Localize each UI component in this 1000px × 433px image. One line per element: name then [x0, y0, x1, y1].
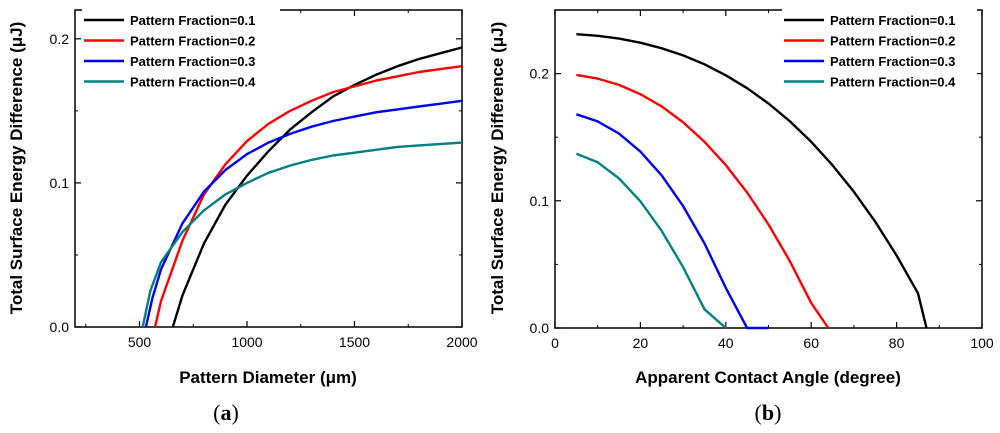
series-lines-b: [575, 33, 928, 330]
x-tick-label: 80: [889, 335, 905, 351]
legend-label-3: Pattern Fraction=0.3: [130, 54, 255, 69]
series-line-1: [171, 46, 463, 328]
ticks-a: 500 1000 1500 2000 0.0 0.1 0.2: [50, 10, 478, 350]
x-tick-label: 500: [128, 334, 152, 350]
legend-b: Pattern Fraction=0.1 Pattern Fraction=0.2…: [782, 6, 977, 94]
chart-panel-a: 500 1000 1500 2000 0.0 0.1 0.2 Pattern Fractio…: [7, 6, 478, 425]
legend-label-1: Pattern Fraction=0.1: [130, 13, 255, 28]
chart-panel-b: 0 20 40 60 80 100 0.0 0.1 0.2 Pattern Fraction=0…: [488, 6, 994, 425]
series-line-3: [576, 113, 769, 330]
panel-label-a: (a): [213, 400, 239, 425]
y-tick-label: 0.0: [50, 319, 70, 335]
y-axis-title-a: Total Surface Energy Difference (μJ): [7, 22, 26, 315]
y-tick-label: 0.1: [530, 193, 550, 209]
x-tick-label: 40: [718, 335, 734, 351]
x-axis-title-a: Pattern Diameter (μm): [179, 368, 357, 387]
legend-a: Pattern Fraction=0.1 Pattern Fraction=0.2…: [82, 6, 280, 94]
y-axis-title-b: Total Surface Energy Difference (μJ): [488, 22, 507, 315]
legend-label-2: Pattern Fraction=0.2: [830, 34, 955, 49]
y-tick-label: 0.1: [50, 175, 70, 191]
legend-label-2: Pattern Fraction=0.2: [130, 34, 255, 49]
series-lines-a: [141, 46, 463, 328]
legend-label-4: Pattern Fraction=0.4: [830, 75, 956, 90]
x-tick-label: 1000: [231, 334, 262, 350]
x-axis-title-b: Apparent Contact Angle (degree): [635, 368, 901, 387]
y-tick-label: 0.2: [530, 66, 550, 82]
legend-label-1: Pattern Fraction=0.1: [830, 13, 955, 28]
series-line-1: [576, 33, 928, 329]
x-tick-label: 2000: [446, 334, 477, 350]
y-tick-label: 0.2: [50, 31, 70, 47]
legend-label-4: Pattern Fraction=0.4: [130, 75, 256, 90]
y-tick-label: 0.0: [530, 320, 550, 336]
x-tick-label: 20: [633, 335, 649, 351]
series-line-2: [153, 65, 463, 328]
panel-label-b: (b): [755, 400, 782, 425]
x-tick-label: 100: [970, 335, 994, 351]
ticks-b: 0 20 40 60 80 100 0.0 0.1 0.2: [530, 10, 994, 351]
x-tick-label: 1500: [339, 334, 370, 350]
series-line-2: [576, 73, 830, 329]
legend-label-3: Pattern Fraction=0.3: [830, 54, 955, 69]
x-tick-label: 0: [551, 335, 559, 351]
series-line-4: [141, 141, 463, 328]
x-tick-label: 60: [803, 335, 819, 351]
series-line-3: [144, 99, 463, 328]
series-line-4: [575, 152, 727, 329]
